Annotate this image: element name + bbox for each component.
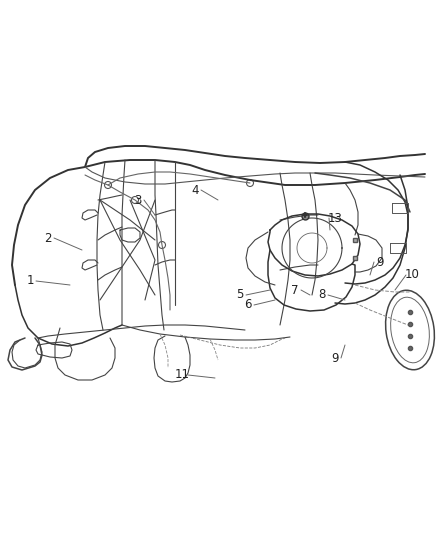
Text: 6: 6 — [244, 298, 252, 311]
Text: 9: 9 — [376, 255, 384, 269]
Text: 7: 7 — [291, 284, 299, 296]
Text: 4: 4 — [191, 183, 199, 197]
Text: 9: 9 — [331, 351, 339, 365]
Text: 5: 5 — [237, 288, 244, 302]
Text: 8: 8 — [318, 288, 326, 302]
Text: 3: 3 — [134, 193, 141, 206]
Text: 1: 1 — [26, 274, 34, 287]
Text: 2: 2 — [44, 231, 52, 245]
Text: 13: 13 — [328, 212, 343, 224]
Text: 10: 10 — [405, 269, 420, 281]
Text: 11: 11 — [174, 368, 190, 382]
